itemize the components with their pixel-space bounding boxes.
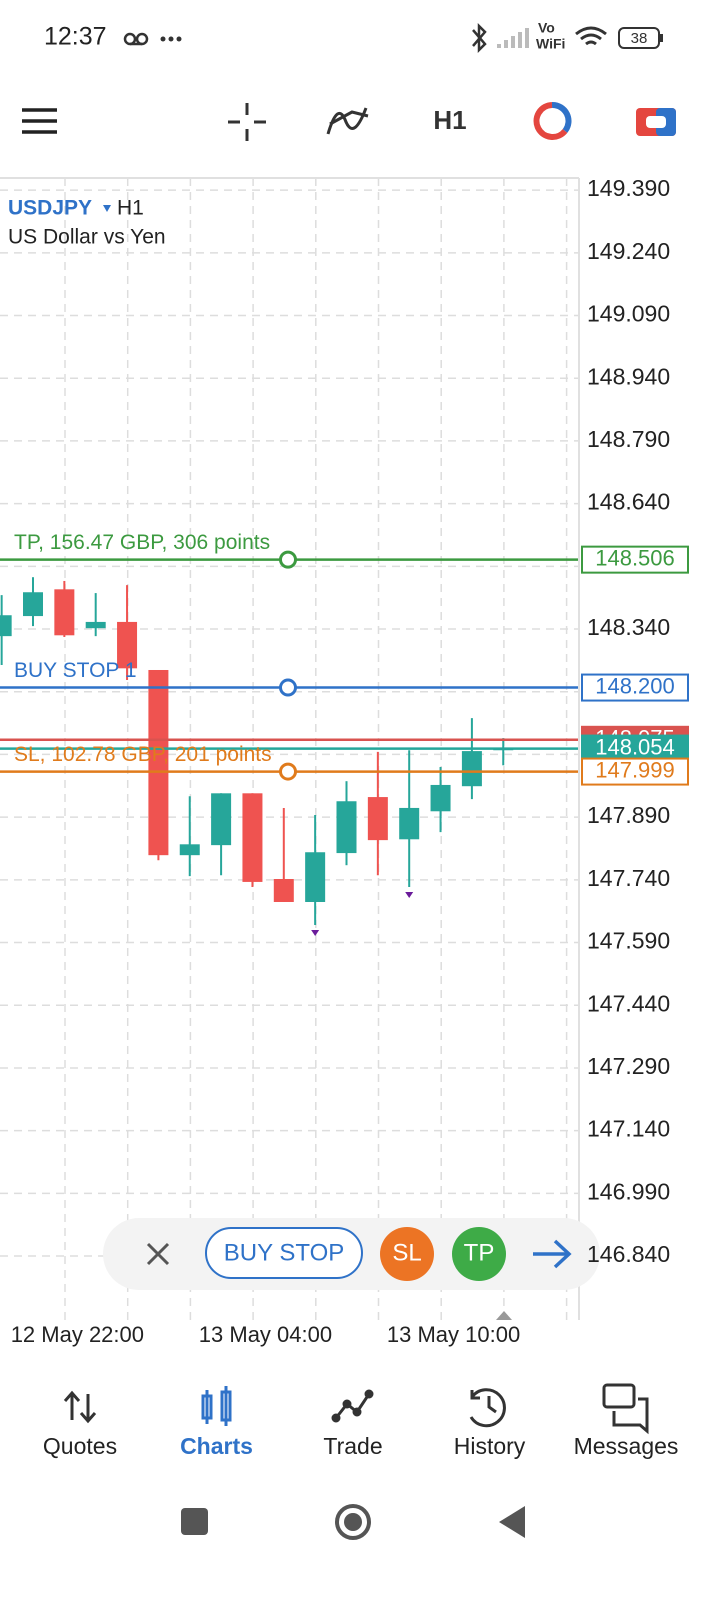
nav-label[interactable]: Charts bbox=[180, 1433, 253, 1459]
chart-timeframe: H1 bbox=[117, 197, 144, 220]
next-button[interactable] bbox=[533, 1239, 572, 1269]
one-click-button[interactable] bbox=[636, 108, 676, 136]
battery-icon bbox=[618, 27, 660, 49]
home-dot bbox=[344, 1513, 362, 1531]
voicemail-icon bbox=[123, 32, 149, 46]
low-marker bbox=[405, 891, 414, 898]
battery-level: 38 bbox=[631, 30, 648, 47]
network-wifi: WiFi bbox=[536, 36, 565, 52]
candle-body bbox=[305, 852, 326, 902]
timeframe-button[interactable]: H1 bbox=[433, 105, 466, 135]
status-time: 12:37 bbox=[44, 23, 107, 51]
indicators-button[interactable] bbox=[326, 107, 369, 135]
price-tag-label: 147.999 bbox=[595, 757, 675, 782]
nav-label[interactable]: Quotes bbox=[43, 1433, 117, 1459]
more-dots bbox=[160, 36, 182, 42]
wifi-icon bbox=[575, 26, 607, 46]
candle-body bbox=[399, 807, 420, 840]
y-tick-label: 149.090 bbox=[587, 301, 670, 327]
price-tag bbox=[581, 673, 689, 702]
sl-button[interactable] bbox=[380, 1227, 434, 1281]
candle-body bbox=[85, 621, 106, 629]
y-tick-label: 148.790 bbox=[587, 426, 670, 452]
chart-description: US Dollar vs Yen bbox=[8, 226, 166, 249]
symbol-dropdown-icon bbox=[103, 205, 111, 212]
network-vo: Vo bbox=[538, 20, 555, 36]
y-tick-label: 148.340 bbox=[587, 614, 670, 640]
order-type-button[interactable] bbox=[205, 1227, 363, 1279]
charts-icon bbox=[201, 1386, 232, 1426]
trade-circle-button[interactable] bbox=[533, 102, 572, 140]
candle-body bbox=[367, 797, 388, 841]
candle-body bbox=[54, 589, 75, 636]
trade-icon bbox=[331, 1389, 374, 1423]
nav-label[interactable]: History bbox=[454, 1433, 526, 1459]
price-level-label: SL, 102.78 GBP, 201 points bbox=[14, 743, 272, 766]
tp-button[interactable] bbox=[452, 1227, 506, 1281]
y-tick-label: 146.990 bbox=[587, 1178, 670, 1204]
price-tag bbox=[581, 757, 689, 786]
crosshair-button[interactable] bbox=[228, 103, 266, 141]
candle-body bbox=[461, 751, 482, 787]
nav-label[interactable]: Messages bbox=[574, 1433, 679, 1459]
price-level-label: BUY STOP 1 bbox=[14, 659, 137, 682]
y-tick-label: 147.140 bbox=[587, 1116, 670, 1142]
candle-body bbox=[430, 784, 451, 812]
y-tick-label: 149.390 bbox=[587, 175, 670, 201]
bottom-nav: Quotes Charts Trade History Messages bbox=[43, 1433, 678, 1459]
low-marker bbox=[311, 929, 320, 936]
back-button[interactable] bbox=[499, 1506, 525, 1538]
candle-body bbox=[148, 669, 169, 856]
price-tag-label: 148.506 bbox=[595, 545, 675, 570]
candle-body bbox=[179, 844, 200, 856]
y-tick-label: 147.890 bbox=[587, 802, 670, 828]
signal-icon bbox=[497, 28, 529, 48]
x-tick-label: 13 May 04:00 bbox=[199, 1322, 332, 1347]
y-tick-label: 147.590 bbox=[587, 928, 670, 954]
bluetooth-icon bbox=[472, 22, 487, 54]
x-tick-label: 13 May 10:00 bbox=[387, 1322, 520, 1347]
y-tick-label: 148.940 bbox=[587, 363, 670, 389]
candle-body bbox=[0, 615, 12, 637]
home-button[interactable] bbox=[335, 1504, 371, 1540]
level-handle bbox=[279, 762, 297, 781]
candle-body bbox=[117, 621, 138, 669]
menu-button[interactable] bbox=[22, 108, 57, 134]
y-tick-label: 147.440 bbox=[587, 990, 670, 1016]
y-tick-label: 148.640 bbox=[587, 489, 670, 515]
level-handle bbox=[279, 550, 297, 569]
y-tick-label: 147.290 bbox=[587, 1053, 670, 1079]
messages-icon bbox=[602, 1383, 649, 1435]
history-icon bbox=[469, 1388, 506, 1428]
price-level-label: TP, 156.47 GBP, 306 points bbox=[14, 531, 270, 554]
chart-symbol[interactable]: USDJPY bbox=[8, 197, 92, 220]
recents-button[interactable] bbox=[181, 1508, 208, 1535]
candle-body bbox=[273, 879, 294, 902]
tp-label: TP bbox=[464, 1239, 495, 1266]
battery-tip bbox=[660, 34, 663, 42]
sl-label: SL bbox=[392, 1239, 421, 1266]
close-button[interactable] bbox=[146, 1242, 170, 1266]
candle-body bbox=[23, 592, 43, 617]
level-handle bbox=[279, 678, 297, 697]
candle-body bbox=[211, 793, 232, 846]
x-tick-label: 12 May 22:00 bbox=[11, 1322, 144, 1347]
candle-body bbox=[336, 801, 357, 854]
order-type-label: BUY STOP bbox=[224, 1239, 345, 1266]
y-tick-label: 147.740 bbox=[587, 865, 670, 891]
y-tick-label: 146.840 bbox=[587, 1241, 670, 1267]
y-tick-label: 149.240 bbox=[587, 238, 670, 264]
nav-label[interactable]: Trade bbox=[323, 1433, 382, 1459]
chart[interactable]: TP, 156.47 GBP, 306 points BUY STOP 1 SL, … bbox=[0, 178, 579, 1320]
price-tag-label: 148.200 bbox=[595, 673, 675, 698]
candle-body bbox=[242, 793, 263, 882]
quotes-icon bbox=[63, 1390, 97, 1424]
scroll-marker bbox=[496, 1311, 512, 1320]
price-tag-label: 148.054 bbox=[595, 734, 675, 759]
price-tag bbox=[581, 545, 689, 574]
